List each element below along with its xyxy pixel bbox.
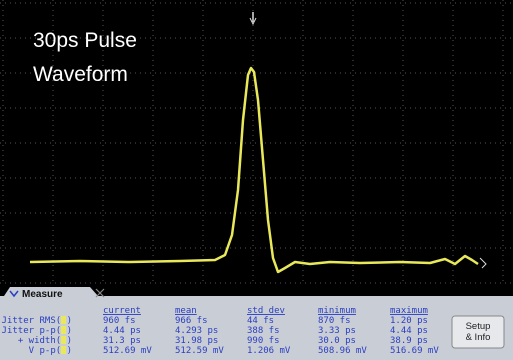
measure-value: 1.206 mV [247,346,291,356]
measure-value: 960 fs [103,316,136,326]
measure-value: 870 fs [318,316,351,326]
source-indicator [61,346,66,354]
column-header: maximum [390,306,428,316]
source-indicator [61,336,66,344]
title-line: 30ps Pulse [33,29,137,52]
column-header: current [103,306,141,316]
measure-value: 516.69 mV [390,346,439,356]
tab-label: Measure [22,289,63,300]
measure-value: 388 fs [247,326,280,336]
measure-value: 4.44 ps [390,326,428,336]
scope-screen: 30ps Pulse Waveform Measure current mean s… [0,0,513,360]
measure-value: 3.33 ps [318,326,356,336]
measure-value: 966 fs [175,316,208,326]
measure-value: 38.9 ps [390,336,428,346]
measure-value: 508.96 mV [318,346,367,356]
measure-value: 31.98 ps [175,336,218,346]
measure-value: 4.44 ps [103,326,141,336]
source-indicator [61,316,66,324]
measure-value: 512.59 mV [175,346,224,356]
measure-value: 512.69 mV [103,346,152,356]
measure-value: 4.293 ps [175,326,218,336]
button-label: & Info [466,332,491,343]
source-indicator [61,326,66,334]
measure-value: 31.3 ps [103,336,141,346]
column-header: minimum [318,306,356,316]
button-label: Setup [466,321,491,332]
measure-value: 44 fs [247,316,274,326]
column-header: std dev [247,306,285,316]
measure-value: 30.0 ps [318,336,356,346]
column-header: mean [175,306,197,316]
measure-value: 990 fs [247,336,280,346]
measure-value: 1.20 ps [390,316,428,326]
title-line: Waveform [33,63,128,86]
